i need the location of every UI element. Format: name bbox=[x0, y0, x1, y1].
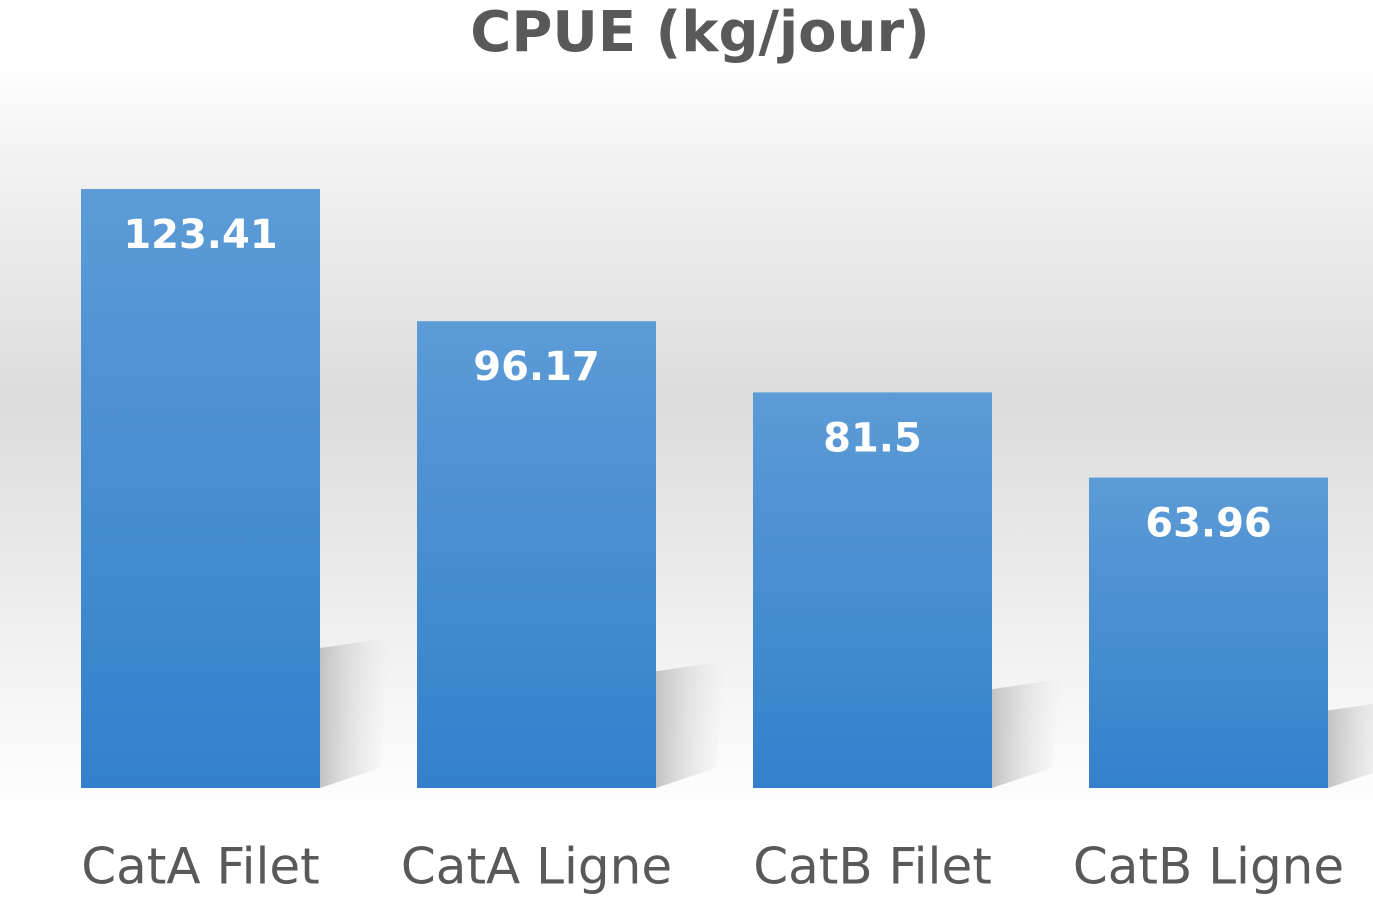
bar bbox=[81, 189, 320, 788]
x-tick-label: CatA Filet bbox=[81, 838, 320, 896]
bar bbox=[753, 392, 992, 788]
bar-shadow bbox=[656, 661, 726, 788]
chart-title: CPUE (kg/jour) bbox=[470, 0, 929, 65]
bar-shadow bbox=[320, 638, 390, 788]
bar bbox=[1089, 477, 1328, 788]
bar-shadow bbox=[992, 679, 1062, 788]
data-label: 63.96 bbox=[1145, 501, 1272, 547]
data-label: 81.5 bbox=[823, 415, 922, 461]
x-tick-label: CatB Filet bbox=[753, 838, 992, 896]
data-label: 123.41 bbox=[123, 212, 277, 258]
data-label: 96.17 bbox=[473, 344, 600, 390]
bar-shadow bbox=[1328, 703, 1373, 788]
x-tick-label: CatA Ligne bbox=[401, 838, 672, 896]
bar bbox=[417, 321, 656, 788]
x-tick-label: CatB Ligne bbox=[1073, 838, 1344, 896]
